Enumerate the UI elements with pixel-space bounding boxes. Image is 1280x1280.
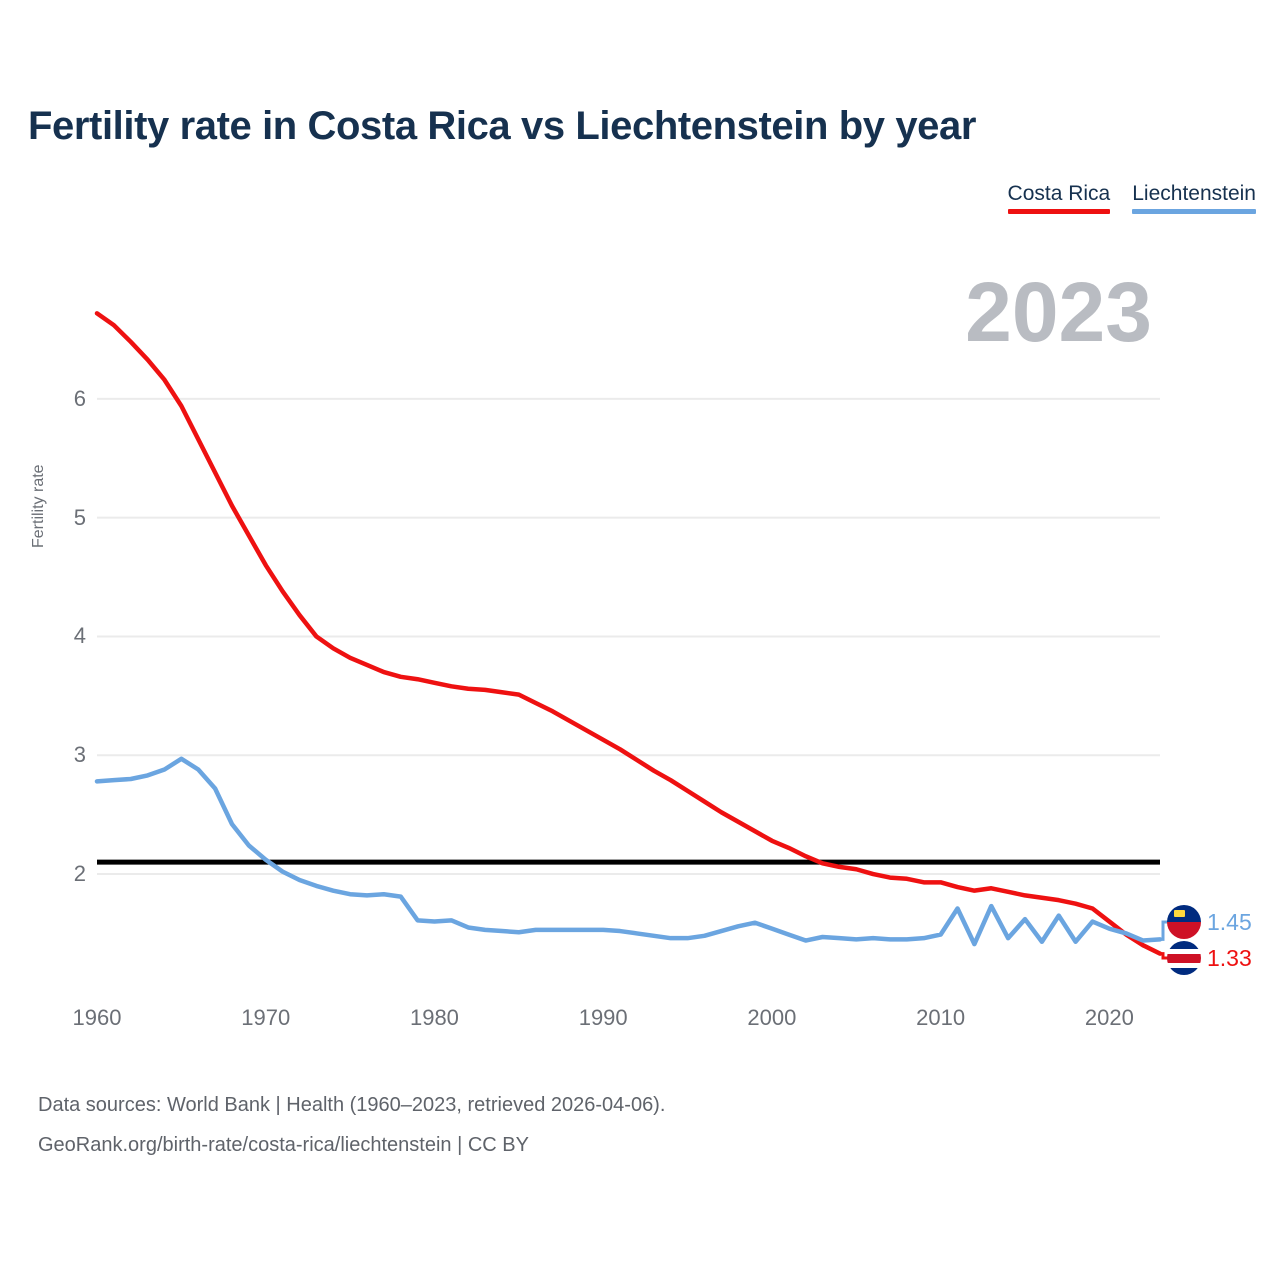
legend-label-costa-rica: Costa Rica: [1007, 182, 1111, 205]
x-tick-1960: 1960: [72, 1005, 122, 1030]
legend-swatch-costa-rica: [1007, 209, 1111, 214]
y-tick-label: 6: [73, 385, 86, 411]
page-title: Fertility rate in Costa Rica vs Liechten…: [28, 104, 977, 148]
x-tick-2020: 2020: [1084, 1005, 1134, 1030]
costa-rica-flag-icon: [1167, 941, 1201, 975]
y-tick-label: 5: [73, 504, 86, 530]
footer-sources: Data sources: World Bank | Health (1960–…: [38, 1085, 665, 1165]
legend-item-costa-rica[interactable]: Costa Rica: [1007, 182, 1111, 214]
y-tick-label: 3: [73, 742, 86, 768]
legend-label-liechtenstein: Liechtenstein: [1132, 182, 1256, 205]
x-tick-2000: 2000: [747, 1005, 797, 1030]
liechtenstein-flag-icon: [1167, 905, 1201, 939]
end-label-liechtenstein: 1.45: [1167, 905, 1252, 939]
footer-line-1: Data sources: World Bank | Health (1960–…: [38, 1094, 666, 1116]
end-value-costa-rica: 1.33: [1207, 944, 1252, 971]
x-tick-1970: 1970: [241, 1005, 291, 1030]
x-tick-2010: 2010: [916, 1005, 966, 1030]
end-label-costa-rica: 1.33: [1167, 941, 1252, 975]
y-tick-label: 2: [73, 861, 86, 887]
end-value-liechtenstein: 1.45: [1207, 908, 1252, 935]
x-tick-1990: 1990: [578, 1005, 628, 1030]
y-tick-label: 4: [73, 623, 86, 649]
footer-line-2: GeoRank.org/birth-rate/costa-rica/liecht…: [38, 1134, 529, 1156]
x-tick-1980: 1980: [409, 1005, 459, 1030]
legend-swatch-liechtenstein: [1132, 209, 1256, 214]
chart-legend: Costa Rica Liechtenstein: [1007, 182, 1256, 214]
legend-item-liechtenstein[interactable]: Liechtenstein: [1132, 182, 1256, 214]
year-watermark: 2023: [965, 265, 1152, 359]
